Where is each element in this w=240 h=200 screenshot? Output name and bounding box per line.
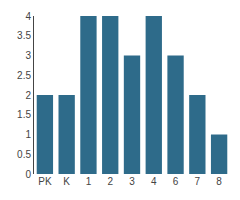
svg-text:2: 2: [107, 176, 113, 187]
svg-text:1: 1: [86, 176, 92, 187]
svg-text:3.5: 3.5: [17, 30, 31, 41]
svg-text:4: 4: [151, 176, 157, 187]
svg-text:0.5: 0.5: [17, 149, 31, 160]
svg-text:3: 3: [25, 50, 31, 61]
svg-text:3: 3: [129, 176, 135, 187]
svg-text:2: 2: [25, 90, 31, 101]
svg-text:1: 1: [25, 129, 31, 140]
svg-text:0: 0: [25, 169, 31, 180]
svg-text:4: 4: [25, 11, 31, 22]
svg-text:2.5: 2.5: [17, 70, 31, 81]
svg-text:6: 6: [173, 176, 179, 187]
svg-text:1.5: 1.5: [17, 109, 31, 120]
svg-text:7: 7: [195, 176, 201, 187]
svg-text:PK: PK: [38, 176, 52, 187]
svg-text:K: K: [63, 176, 70, 187]
svg-text:8: 8: [216, 176, 222, 187]
